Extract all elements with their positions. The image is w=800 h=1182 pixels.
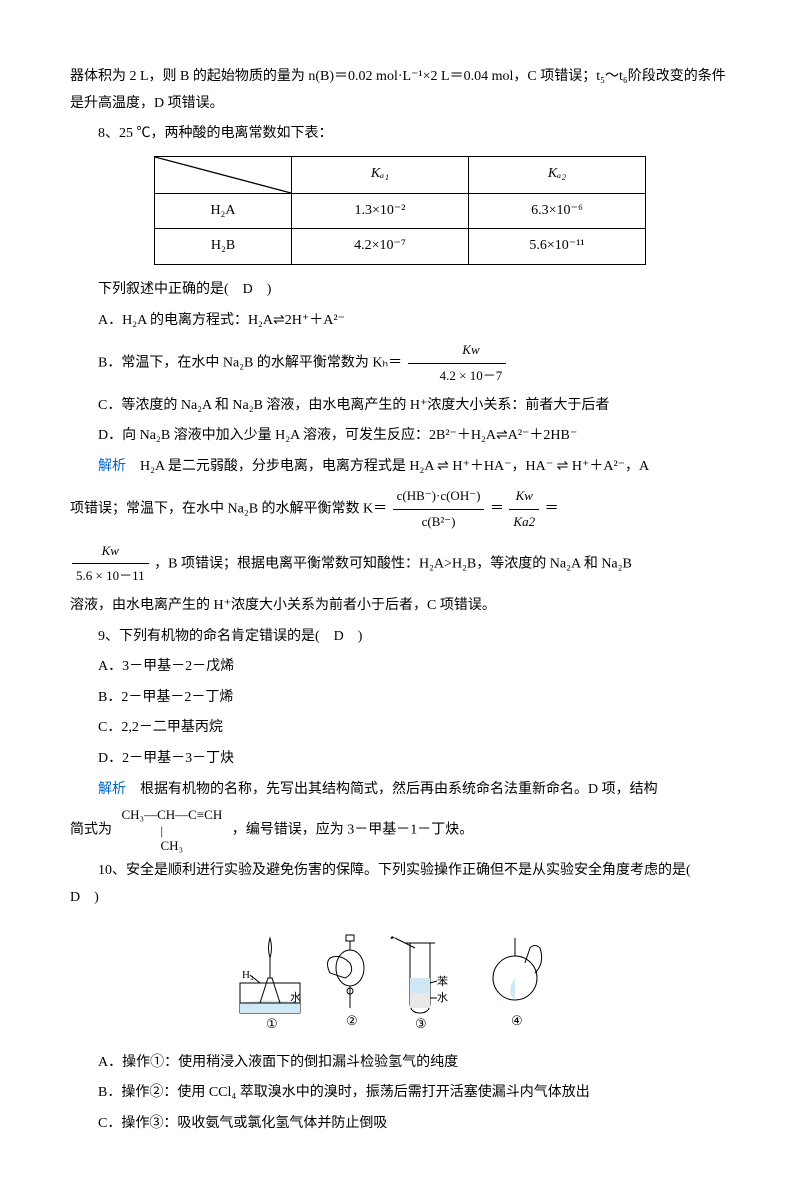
q8-prompt: 下列叙述中正确的是( D ): [70, 277, 730, 304]
table-row: H₂A 1.3×10⁻² 6.3×10⁻⁶: [155, 193, 646, 229]
experiment-figures: H₂ 水 ① ② 苯 水 ③ ④: [70, 923, 730, 1044]
q10-option-c: C．操作③：吸收氨气或氯化氢气体并防止倒吸: [70, 1111, 730, 1138]
fraction: c(HB⁻)·c(OH⁻) c(B²⁻): [393, 484, 485, 534]
svg-text:④: ④: [511, 1013, 523, 1028]
q10-stem: 10、安全是顺利进行实验及避免伤害的保障。下列实验操作正确但不是从实验安全角度考…: [70, 858, 730, 911]
q10-option-a: A．操作①：使用稍浸入液面下的倒扣漏斗检验氢气的纯度: [70, 1050, 730, 1077]
q9-option-c: C．2,2－二甲基丙烷: [70, 715, 730, 742]
acid-h2a: H₂A: [155, 193, 292, 229]
h2b-ka2: 5.6×10⁻¹¹: [469, 229, 646, 265]
fraction: Kw 5.6 × 10－11: [72, 539, 149, 589]
water-label: 水: [290, 991, 301, 1004]
svg-text:②: ②: [346, 1013, 358, 1028]
q9-stem: 9、下列有机物的命名肯定错误的是( D ): [70, 624, 730, 651]
q9-option-b: B．2－甲基－2－丁烯: [70, 685, 730, 712]
table-row: Kₐ₁ Kₐ₂: [155, 156, 646, 193]
svg-text:①: ①: [266, 1016, 278, 1031]
analysis-label: 解析: [98, 459, 126, 474]
diag-cell: [155, 156, 292, 193]
figure-2: ②: [328, 935, 365, 1028]
h2-label: H₂: [242, 969, 254, 981]
h2a-ka1: 1.3×10⁻²: [292, 193, 469, 229]
q8-option-a: A．H₂A 的电离方程式：H₂A⇌2H⁺＋A²⁻: [70, 308, 730, 335]
acid-h2b: H₂B: [155, 229, 292, 265]
figure-4: ④: [493, 938, 542, 1028]
fraction: Kw 4.2 × 10－7: [408, 338, 507, 388]
q9-option-d: D．2－甲基－3－丁炔: [70, 746, 730, 773]
h2a-ka2: 6.3×10⁻⁶: [469, 193, 646, 229]
q10-option-b: B．操作②：使用 CCl₄ 萃取溴水中的溴时，振荡后需打开活塞使漏斗内气体放出: [70, 1080, 730, 1107]
q9-analysis-line1: 解析 根据有机物的名称，先写出其结构简式，然后再由系统命名法重新命名。D 项，结…: [70, 777, 730, 804]
q8-option-d: D．向 Na₂B 溶液中加入少量 H₂A 溶液，可发生反应：2B²⁻＋H₂A⇌A…: [70, 423, 730, 450]
analysis-label: 解析: [98, 782, 126, 797]
figure-3: 苯 水 ③: [390, 936, 448, 1031]
q8-analysis-line3: Kw 5.6 × 10－11 ，B 项错误；根据电离平衡常数可知酸性：H₂A>H…: [70, 539, 730, 589]
q8-analysis-line4: 溶液，由水电离产生的 H⁺浓度大小关系为前者小于后者，C 项错误。: [70, 593, 730, 620]
q8-analysis-line2: 项错误；常温下，在水中 Na₂B 的水解平衡常数 K＝ c(HB⁻)·c(OH⁻…: [70, 484, 730, 534]
col-ka1: Kₐ₁: [292, 156, 469, 193]
q9-option-a: A．3－甲基－2－戊烯: [70, 654, 730, 681]
table-row: H₂B 4.2×10⁻⁷ 5.6×10⁻¹¹: [155, 229, 646, 265]
dissociation-constants-table: Kₐ₁ Kₐ₂ H₂A 1.3×10⁻² 6.3×10⁻⁶ H₂B 4.2×10…: [154, 156, 646, 265]
q8-stem: 8、25 ℃，两种酸的电离常数如下表：: [70, 121, 730, 148]
q8-option-c: C．等浓度的 Na₂A 和 Na₂B 溶液，由水电离产生的 H⁺浓度大小关系：前…: [70, 393, 730, 420]
col-ka2: Kₐ₂: [469, 156, 646, 193]
intro-paragraph: 器体积为 2 L，则 B 的起始物质的量为 n(B)＝0.02 mol·L⁻¹×…: [70, 64, 730, 117]
structural-formula: CH₃—CH—C≡CH | CH₃: [122, 807, 223, 854]
h2b-ka1: 4.2×10⁻⁷: [292, 229, 469, 265]
svg-text:水: 水: [437, 991, 448, 1004]
q8-analysis-line1: 解析 H₂A 是二元弱酸，分步电离，电离方程式是 H₂A ⇌ H⁺＋HA⁻，HA…: [70, 454, 730, 481]
q8-option-b: B．常温下，在水中 Na₂B 的水解平衡常数为 Kₕ＝ Kw 4.2 × 10－…: [70, 338, 730, 388]
figure-1: H₂ 水 ①: [240, 938, 301, 1031]
fraction: Kw Ka2: [509, 484, 539, 534]
svg-text:③: ③: [415, 1016, 427, 1031]
q9-analysis-line2: 简式为 CH₃—CH—C≡CH | CH₃ ，编号错误，应为 3－甲基－1－丁炔…: [70, 807, 730, 854]
svg-text:苯: 苯: [437, 974, 448, 988]
